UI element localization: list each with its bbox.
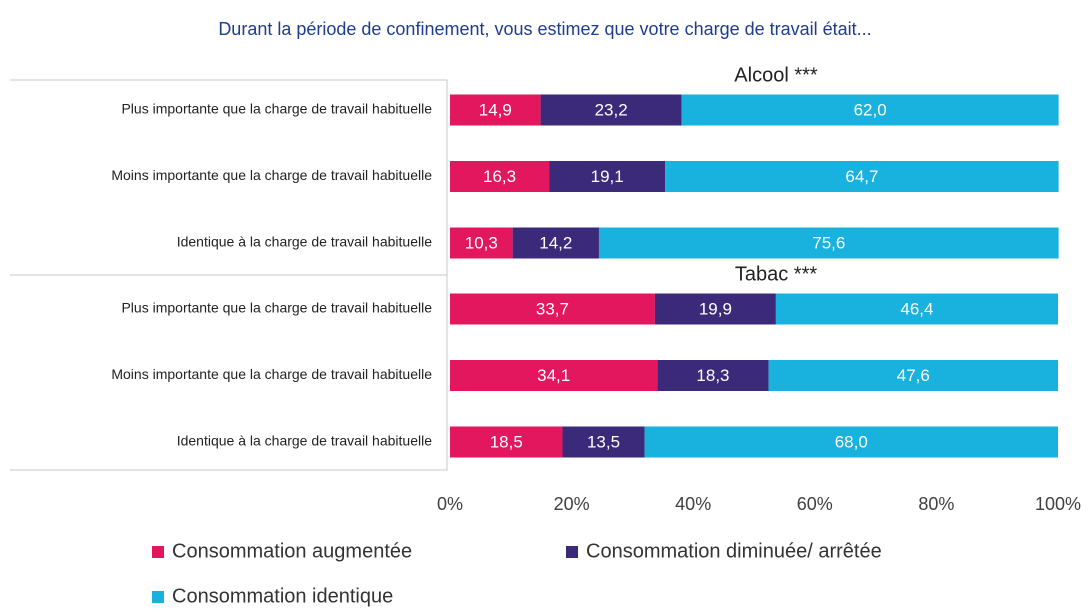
value-label: 14,9	[479, 100, 512, 119]
panel-title: Alcool ***	[734, 64, 818, 86]
value-label: 23,2	[595, 100, 628, 119]
x-tick-label: 100%	[1035, 494, 1081, 514]
value-label: 19,1	[591, 167, 624, 186]
value-label: 16,3	[483, 167, 516, 186]
value-label: 19,9	[699, 299, 732, 318]
bar-segment	[450, 94, 541, 126]
value-label: 68,0	[835, 432, 868, 451]
bar-segment	[654, 293, 776, 325]
bar-segment	[512, 227, 599, 259]
chart-title: Durant la période de confinement, vous e…	[218, 19, 871, 39]
x-tick-label: 40%	[675, 494, 711, 514]
y-tick-label: Identique à la charge de travail habitue…	[177, 433, 433, 449]
bar-segment	[450, 360, 658, 391]
value-label: 33,7	[536, 299, 569, 318]
bar-segment	[657, 360, 769, 391]
legend-label: Consommation identique	[172, 585, 393, 607]
legend-swatch	[152, 591, 164, 603]
bar-segment	[562, 426, 645, 458]
value-label: 13,5	[587, 432, 620, 451]
x-tick-label: 60%	[797, 494, 833, 514]
value-label: 18,5	[490, 432, 523, 451]
bar-segment	[681, 94, 1059, 126]
legend-label: Consommation diminuée/ arrêtée	[586, 540, 882, 562]
bar-segment	[665, 161, 1059, 192]
x-tick-label: 0%	[437, 494, 463, 514]
y-tick-label: Moins importante que la charge de travai…	[111, 366, 432, 382]
y-tick-label: Plus importante que la charge de travail…	[121, 101, 432, 117]
value-label: 75,6	[812, 233, 845, 252]
legend-label: Consommation augmentée	[172, 540, 412, 562]
panel-title: Tabac ***	[735, 263, 817, 285]
bar-segment	[549, 161, 666, 192]
bar-segment	[450, 293, 655, 325]
y-tick-label: Identique à la charge de travail habitue…	[177, 234, 433, 250]
value-label: 10,3	[465, 233, 498, 252]
bar-segment	[775, 293, 1058, 325]
bar-segment	[598, 227, 1059, 259]
value-label: 46,4	[900, 299, 933, 318]
bar-segment	[768, 360, 1058, 391]
value-label: 34,1	[537, 366, 570, 385]
bar-segment	[450, 227, 513, 259]
value-label: 18,3	[696, 366, 729, 385]
y-tick-label: Moins importante que la charge de travai…	[111, 167, 432, 183]
bar-segment	[450, 161, 550, 192]
x-tick-label: 80%	[918, 494, 954, 514]
bar-segment	[540, 94, 682, 126]
legend-swatch	[152, 546, 164, 558]
value-label: 62,0	[854, 100, 887, 119]
value-label: 64,7	[845, 167, 878, 186]
bar-segment	[644, 426, 1058, 458]
y-tick-label: Plus importante que la charge de travail…	[121, 300, 432, 316]
value-label: 47,6	[897, 366, 930, 385]
legend-swatch	[566, 546, 578, 558]
x-tick-label: 20%	[554, 494, 590, 514]
value-label: 14,2	[539, 233, 572, 252]
bar-segment	[450, 426, 563, 458]
